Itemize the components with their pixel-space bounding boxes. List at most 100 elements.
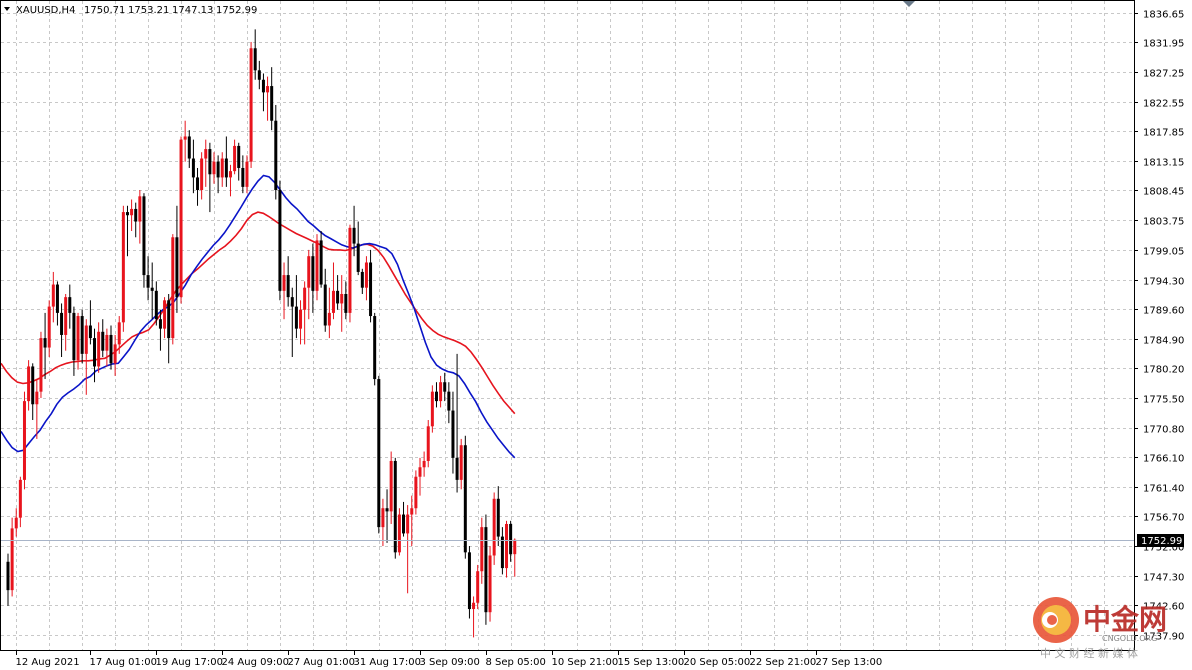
candle-body (369, 262, 373, 317)
candle-body (216, 161, 220, 178)
candle-body (97, 331, 101, 367)
y-tick-label: 1822.55 (1143, 99, 1184, 110)
candle-body (113, 344, 117, 364)
candle-body (47, 306, 51, 348)
candle-body (142, 196, 146, 276)
candle (212, 152, 216, 184)
candle-body (154, 290, 158, 320)
candle-body (294, 306, 298, 329)
candle-body (406, 514, 410, 534)
candle-body (130, 208, 134, 216)
candle (319, 230, 323, 288)
candle (385, 489, 389, 543)
y-tick-label: 1789.60 (1143, 306, 1184, 317)
candle (31, 363, 35, 421)
candle-body (422, 460, 426, 468)
candle-body (311, 256, 315, 291)
candle (377, 375, 381, 534)
candle-body (463, 445, 467, 553)
candle (200, 152, 204, 200)
candle-body (10, 528, 14, 591)
candle-body (101, 331, 105, 351)
candle (249, 41, 253, 168)
candle-body (261, 79, 265, 93)
ohlc-low: 1747.13 (172, 5, 213, 16)
watermark-subtitle: 中 文 财 经 新 媒 体 (1040, 646, 1138, 660)
candle-body (22, 401, 26, 480)
candlestick-series (6, 29, 517, 638)
dropdown-triangle-icon[interactable] (4, 7, 10, 11)
y-tick-label: 1770.80 (1143, 425, 1184, 436)
candle (18, 476, 22, 528)
candle (64, 293, 68, 351)
y-tick-label: 1813.15 (1143, 158, 1184, 169)
chart-shift-marker-icon[interactable] (903, 1, 915, 7)
x-tick-label: 17 Aug 01:00 (90, 657, 157, 668)
candle (191, 139, 195, 194)
candle (307, 249, 311, 320)
candle-body (175, 237, 179, 298)
candle (216, 155, 220, 194)
y-tick-label: 1808.45 (1143, 187, 1184, 198)
x-tick-label: 10 Sep 21:00 (552, 657, 619, 668)
candle (422, 451, 426, 477)
watermark-brand-en: CNGOLD.ORG (1102, 634, 1157, 643)
candle-body (196, 177, 200, 191)
candle-body (257, 70, 261, 80)
candle-body (513, 539, 517, 555)
candle-body (414, 476, 418, 509)
candle-body (88, 325, 92, 339)
candle-body (237, 145, 241, 168)
candle (331, 262, 335, 320)
candle-body (183, 136, 187, 140)
x-tick-label: 8 Sep 05:00 (486, 657, 546, 668)
candle-body (163, 300, 167, 329)
x-tick-label: 12 Aug 2021 (16, 657, 80, 668)
candle-body (150, 287, 154, 291)
candle-body (418, 467, 422, 477)
candle (484, 514, 488, 625)
candle-body (336, 290, 340, 304)
candle-body (430, 391, 434, 427)
candle (352, 205, 356, 257)
candle-body (426, 426, 430, 461)
candle-body (233, 145, 237, 172)
candle (93, 328, 97, 383)
y-tick-label: 1742.60 (1143, 602, 1184, 613)
candle (134, 202, 138, 238)
x-tick-label: 27 Aug 01:00 (288, 657, 355, 668)
candle-body (282, 275, 286, 291)
candle (286, 256, 290, 307)
candle (414, 470, 418, 515)
price-axis[interactable]: 1836.65 1831.95 1827.25 1822.55 1817.85 1813.… (1134, 10, 1184, 643)
candle (125, 205, 129, 257)
candle-body (158, 319, 162, 329)
x-tick-label: 20 Sep 05:00 (684, 657, 751, 668)
y-tick-label: 1747.30 (1143, 573, 1184, 584)
candle (220, 152, 224, 187)
candle-body (410, 508, 414, 515)
candle-body (64, 297, 68, 335)
candle-body (360, 271, 364, 288)
candle (146, 256, 150, 301)
candle-body (385, 508, 389, 512)
candle (476, 564, 480, 610)
candle-body (299, 309, 303, 329)
candle (237, 142, 241, 181)
candle (340, 275, 344, 332)
candle-body (228, 171, 232, 178)
candle-body (121, 212, 125, 323)
candle-body (290, 297, 294, 307)
candle-body (80, 316, 84, 354)
current-price-label: 1752.99 (1137, 534, 1184, 547)
chart-header: XAUUSD,H4 1750.71 1753.21 1747.13 1752.9… (4, 5, 257, 16)
candle-body (212, 161, 216, 175)
y-tick-label: 1737.90 (1143, 632, 1184, 643)
y-tick-label: 1799.05 (1143, 247, 1184, 258)
candle-body (18, 479, 22, 518)
x-tick-label: 19 Aug 17:00 (156, 657, 223, 668)
y-tick-label: 1836.65 (1143, 10, 1184, 21)
